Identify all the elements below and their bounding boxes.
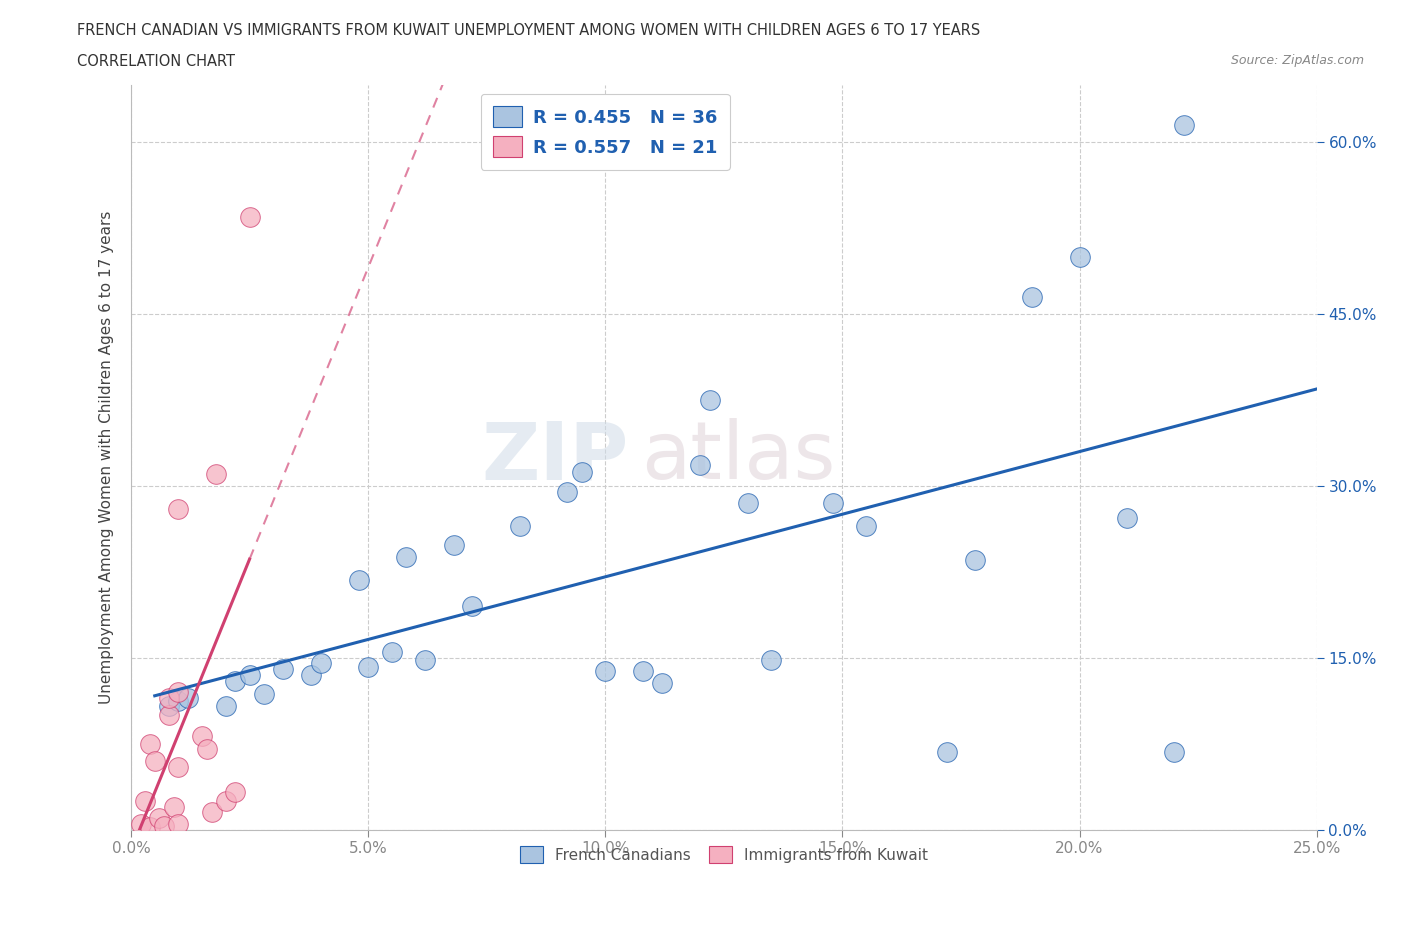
Point (593, 664, 616, 679)
Point (163, 799, 186, 814)
Point (699, 392, 721, 407)
Point (157, 698, 180, 713)
Point (239, 209, 262, 224)
Point (557, 485, 579, 499)
Point (134, 793, 156, 808)
Point (239, 668, 262, 683)
Point (253, 687, 276, 702)
Point (224, 784, 246, 799)
Point (148, 811, 170, 826)
Point (689, 458, 711, 472)
Point (737, 496, 759, 511)
Point (935, 744, 957, 759)
Point (965, 552, 987, 567)
Point (215, 698, 238, 713)
Legend: French Canadians, Immigrants from Kuwait: French Canadians, Immigrants from Kuwait (512, 839, 935, 870)
Point (395, 550, 418, 565)
Point (821, 496, 844, 511)
Point (381, 644, 404, 659)
Point (143, 753, 166, 768)
Point (167, 684, 190, 699)
Point (1021, 289, 1043, 304)
Point (461, 599, 484, 614)
Point (167, 759, 190, 774)
Point (347, 572, 370, 587)
Point (571, 465, 593, 480)
Point (157, 690, 180, 705)
Point (413, 653, 436, 668)
Text: ZIP: ZIP (482, 418, 628, 497)
Point (177, 690, 200, 705)
Point (195, 742, 218, 757)
Point (129, 817, 152, 831)
Point (1163, 744, 1185, 759)
Point (651, 675, 673, 690)
Point (191, 728, 214, 743)
Point (855, 519, 877, 534)
Point (153, 818, 176, 833)
Point (157, 708, 180, 723)
Text: Source: ZipAtlas.com: Source: ZipAtlas.com (1230, 54, 1364, 67)
Text: atlas: atlas (641, 418, 835, 497)
Point (509, 519, 531, 534)
Point (215, 793, 238, 808)
Point (357, 659, 380, 674)
Point (1069, 249, 1091, 264)
Point (167, 694, 190, 709)
Point (309, 656, 332, 671)
Point (167, 817, 190, 831)
Point (139, 820, 162, 835)
Point (205, 467, 228, 482)
Y-axis label: Unemployment Among Women with Children Ages 6 to 17 years: Unemployment Among Women with Children A… (100, 210, 114, 704)
Point (224, 673, 246, 688)
Text: CORRELATION CHART: CORRELATION CHART (77, 54, 235, 69)
Point (167, 501, 190, 516)
Point (201, 805, 224, 820)
Point (271, 662, 294, 677)
Point (761, 653, 783, 668)
Point (1173, 117, 1195, 132)
Point (443, 538, 465, 552)
Point (631, 664, 654, 679)
Text: FRENCH CANADIAN VS IMMIGRANTS FROM KUWAIT UNEMPLOYMENT AMONG WOMEN WITH CHILDREN: FRENCH CANADIAN VS IMMIGRANTS FROM KUWAI… (77, 23, 980, 38)
Point (139, 737, 162, 751)
Point (299, 668, 322, 683)
Point (1116, 511, 1139, 525)
